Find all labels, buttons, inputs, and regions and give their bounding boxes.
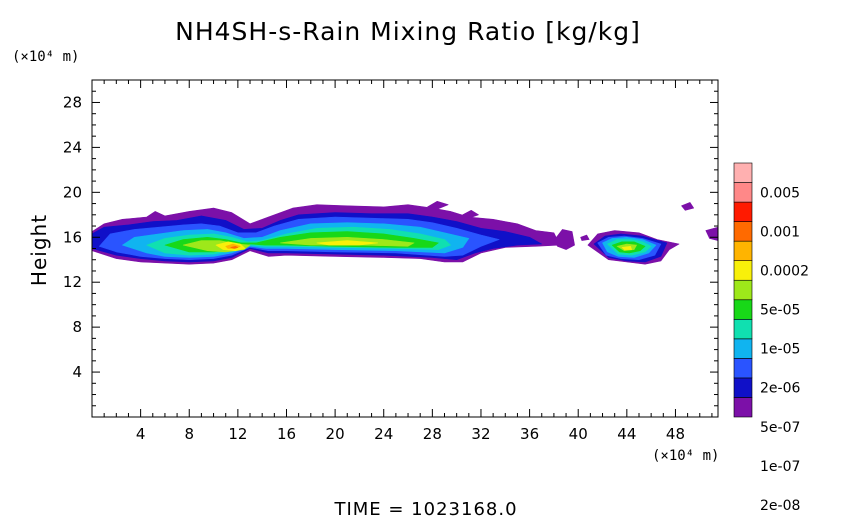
y-tick-label: 28	[63, 93, 82, 111]
contour-region-2e-08-6	[580, 234, 590, 241]
colorbar-swatch	[733, 358, 753, 379]
contour-region-2e-04-0	[230, 246, 239, 249]
x-tick-label: 4	[136, 425, 146, 443]
x-tick-label: 48	[666, 425, 685, 443]
colorbar-swatch	[733, 260, 753, 281]
colorbar-label: 2e-08	[760, 498, 800, 514]
y-axis-unit: (×10⁴ m)	[12, 49, 79, 65]
contour-region-2e-08-7	[681, 202, 695, 211]
x-tick-label: 40	[569, 425, 588, 443]
axis-ticks	[92, 80, 718, 417]
contour-region-2e-05-1	[316, 240, 379, 246]
colorbar-labels: 0.005 0.001 0.0002 5e-05 1e-05 2e-06 5e-07 1e-0…	[760, 185, 809, 514]
colorbar-swatch	[733, 299, 753, 320]
colorbar-label: 1e-07	[760, 459, 800, 475]
y-tick-label: 20	[63, 183, 82, 201]
y-tick-label: 12	[63, 273, 82, 291]
contour-region-2e-08-3	[705, 226, 718, 241]
colorbar-swatch	[733, 279, 753, 301]
x-tick-label: 36	[520, 425, 539, 443]
x-tick-label: 20	[326, 425, 345, 443]
x-tick-label: 28	[423, 425, 442, 443]
colorbar-label: 0.001	[760, 224, 800, 240]
x-tick-label: 8	[184, 425, 194, 443]
y-tick-label: 24	[63, 138, 82, 156]
colorbar-label: 5e-05	[760, 303, 800, 319]
colorbar-swatch	[733, 182, 753, 203]
colorbar-label: 5e-07	[760, 420, 800, 436]
chart-title: NH4SH-s-Rain Mixing Ratio [kg/kg]	[175, 17, 641, 46]
colorbar-swatch	[733, 162, 753, 183]
contour-region-2e-08-2	[553, 229, 575, 250]
colorbar-label: 0.0002	[760, 263, 809, 279]
colorbar-swatch	[733, 319, 753, 340]
colorbar-swatch	[733, 201, 753, 222]
y-tick-label: 4	[72, 363, 82, 381]
x-tick-label: 44	[617, 425, 636, 443]
contour-region-2e-08-5	[462, 210, 479, 219]
contour-region-2e-08-4	[427, 201, 449, 210]
x-tick-labels: 4 8 12 16 20 24 28 32 36 40 44 48	[136, 425, 685, 443]
colorbar-label: 1e-05	[760, 342, 800, 358]
y-tick-label: 8	[72, 318, 82, 336]
time-footer: TIME = 1023168.0	[333, 499, 517, 519]
colorbar-swatch	[733, 221, 753, 242]
colorbar-swatch	[733, 338, 753, 359]
y-tick-label: 16	[63, 228, 82, 246]
x-tick-label: 12	[228, 425, 247, 443]
y-axis-label: Height	[27, 214, 51, 286]
x-tick-label: 16	[277, 425, 296, 443]
colorbar-swatch	[733, 377, 753, 398]
contour-region-2e-05-2	[621, 246, 633, 250]
colorbar-label: 2e-06	[760, 381, 800, 397]
y-tick-labels: 4 8 12 16 20 24 28	[63, 93, 82, 381]
plot-area	[92, 201, 718, 265]
x-axis-unit: (×10⁴ m)	[652, 448, 719, 464]
colorbar	[733, 162, 753, 418]
x-tick-label: 24	[374, 425, 393, 443]
colorbar-swatch	[733, 397, 753, 418]
colorbar-label: 0.005	[760, 185, 800, 201]
colorbar-swatch	[733, 240, 753, 261]
x-tick-label: 32	[471, 425, 490, 443]
